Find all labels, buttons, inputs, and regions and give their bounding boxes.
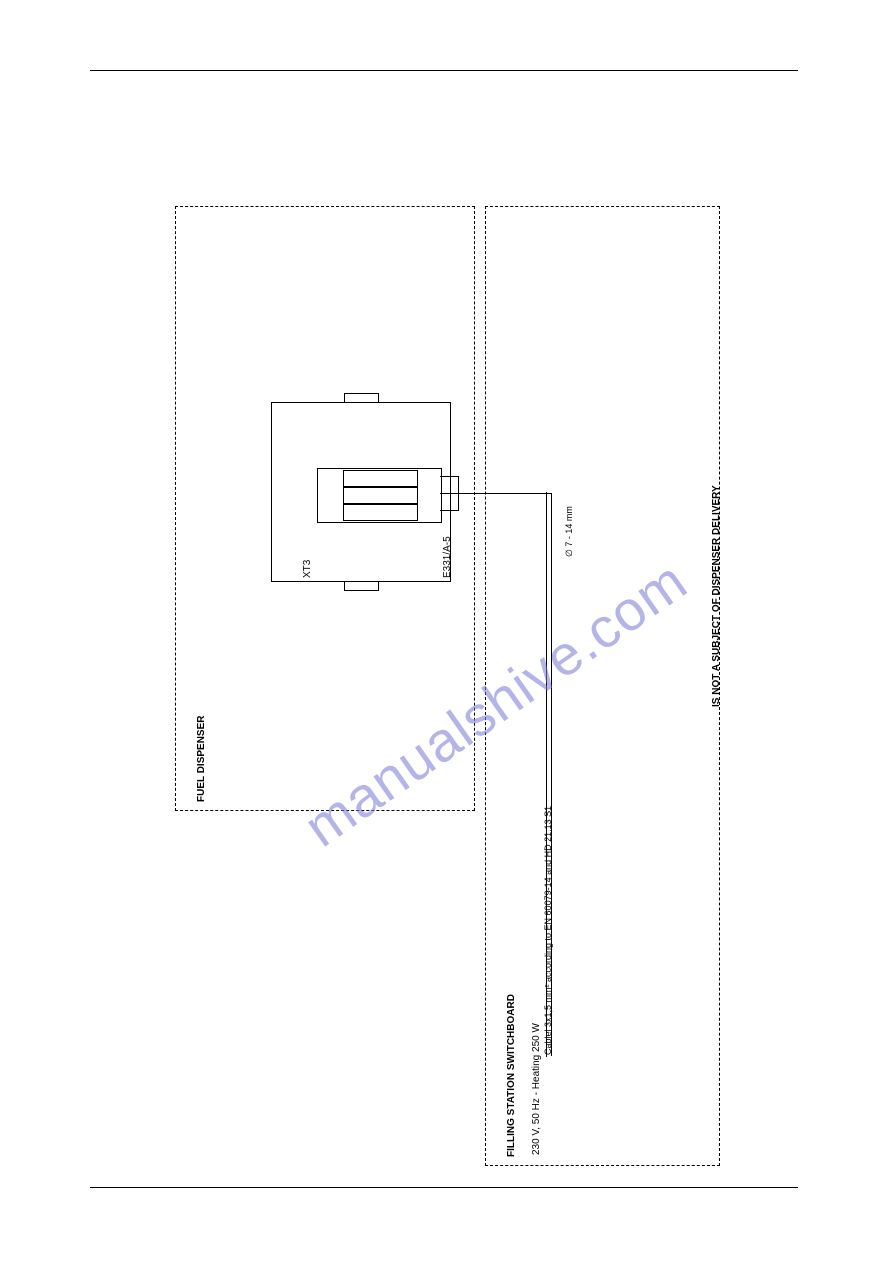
cable-spec: Cablel 3x1,5 mm² according to EN 60079-1… bbox=[543, 806, 553, 1055]
wiring-diagram: FUEL DISPENSER XT3 E331/A-5 bbox=[175, 206, 720, 1166]
page-frame: FUEL DISPENSER XT3 E331/A-5 bbox=[90, 70, 798, 1188]
connector-xt3: XT3 E331/A-5 bbox=[271, 402, 451, 582]
delivery-note: IS NOT A SUBJECT OF DISPENSER DELIVERY bbox=[711, 485, 722, 707]
power-spec: 230 V, 50 Hz - Heating 250 W bbox=[531, 1023, 542, 1155]
wire-1 bbox=[440, 476, 458, 477]
switchboard-label: FILLING STATION SWITCHBOARD bbox=[506, 994, 517, 1157]
fuel-dispenser-label: FUEL DISPENSER bbox=[196, 716, 207, 803]
terminal-slot-2 bbox=[343, 487, 418, 504]
wire-3 bbox=[440, 510, 458, 511]
terminal-slot-1 bbox=[343, 470, 418, 487]
terminal-block bbox=[317, 468, 442, 523]
connector-drawing-ref: E331/A-5 bbox=[442, 536, 453, 578]
connector-tab-top bbox=[344, 393, 379, 403]
connector-tab-bottom bbox=[344, 581, 379, 591]
connector-designation: XT3 bbox=[302, 560, 313, 578]
cable-diameter: ∅ 7 - 14 mm bbox=[564, 506, 575, 557]
fuel-dispenser-region: FUEL DISPENSER XT3 E331/A-5 bbox=[175, 206, 475, 811]
wire-2 bbox=[440, 493, 458, 494]
terminal-slot-3 bbox=[343, 504, 418, 521]
switchboard-region: FILLING STATION SWITCHBOARD 230 V, 50 Hz… bbox=[485, 206, 720, 1166]
